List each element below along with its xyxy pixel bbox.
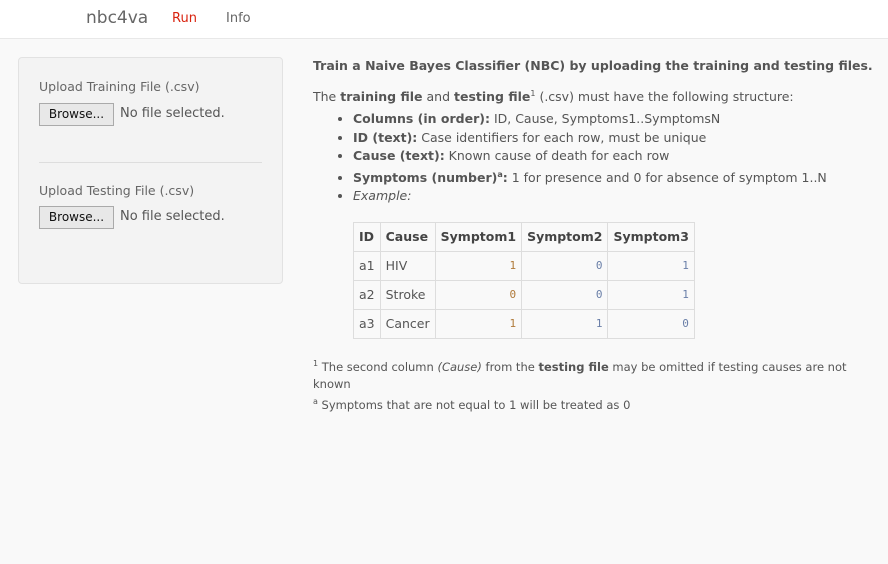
main-content: Train a Naive Bayes Classifier (NBC) by … [313, 58, 873, 413]
nav-run[interactable]: Run [172, 11, 197, 26]
list-item: ID (text): Case identifiers for each row… [353, 129, 873, 148]
training-status: No file selected. [120, 106, 225, 121]
footnote-1: 1 The second column (Cause) from the tes… [313, 358, 847, 391]
list-item: Symptoms (number)a: 1 for presence and 0… [353, 166, 873, 188]
upload-panel: Upload Training File (.csv) Browse... No… [18, 57, 283, 284]
table-row: a3 Cancer 1 1 0 [353, 308, 695, 339]
table-row: a1 HIV 1 0 1 [353, 250, 695, 281]
nav-info[interactable]: Info [226, 11, 251, 26]
divider [39, 162, 262, 163]
navbar: nbc4va Run Info [0, 0, 888, 39]
training-browse-button[interactable]: Browse... [39, 103, 114, 126]
list-item: Columns (in order): ID, Cause, Symptoms1… [353, 110, 873, 129]
table-header-row: ID Cause Symptom1 Symptom2 Symptom3 [353, 221, 695, 252]
main-title: Train a Naive Bayes Classifier (NBC) by … [313, 58, 873, 73]
footnote-a: a Symptoms that are not equal to 1 will … [313, 396, 631, 412]
structure-list: Columns (in order): ID, Cause, Symptoms1… [313, 110, 873, 206]
brand[interactable]: nbc4va [86, 8, 149, 28]
testing-browse-button[interactable]: Browse... [39, 206, 114, 229]
list-item: Cause (text): Known cause of death for e… [353, 147, 873, 166]
testing-status: No file selected. [120, 209, 225, 224]
table-row: a2 Stroke 0 0 1 [353, 279, 695, 310]
intro: The training file and testing file1 (.cs… [313, 89, 794, 105]
testing-label: Upload Testing File (.csv) [39, 183, 195, 198]
training-label: Upload Training File (.csv) [39, 79, 200, 94]
list-item: Example: [353, 187, 873, 206]
footnotes: 1 The second column (Cause) from the tes… [313, 355, 873, 414]
example-table: ID Cause Symptom1 Symptom2 Symptom3 a1 HIV 1 0 1… [353, 221, 695, 339]
